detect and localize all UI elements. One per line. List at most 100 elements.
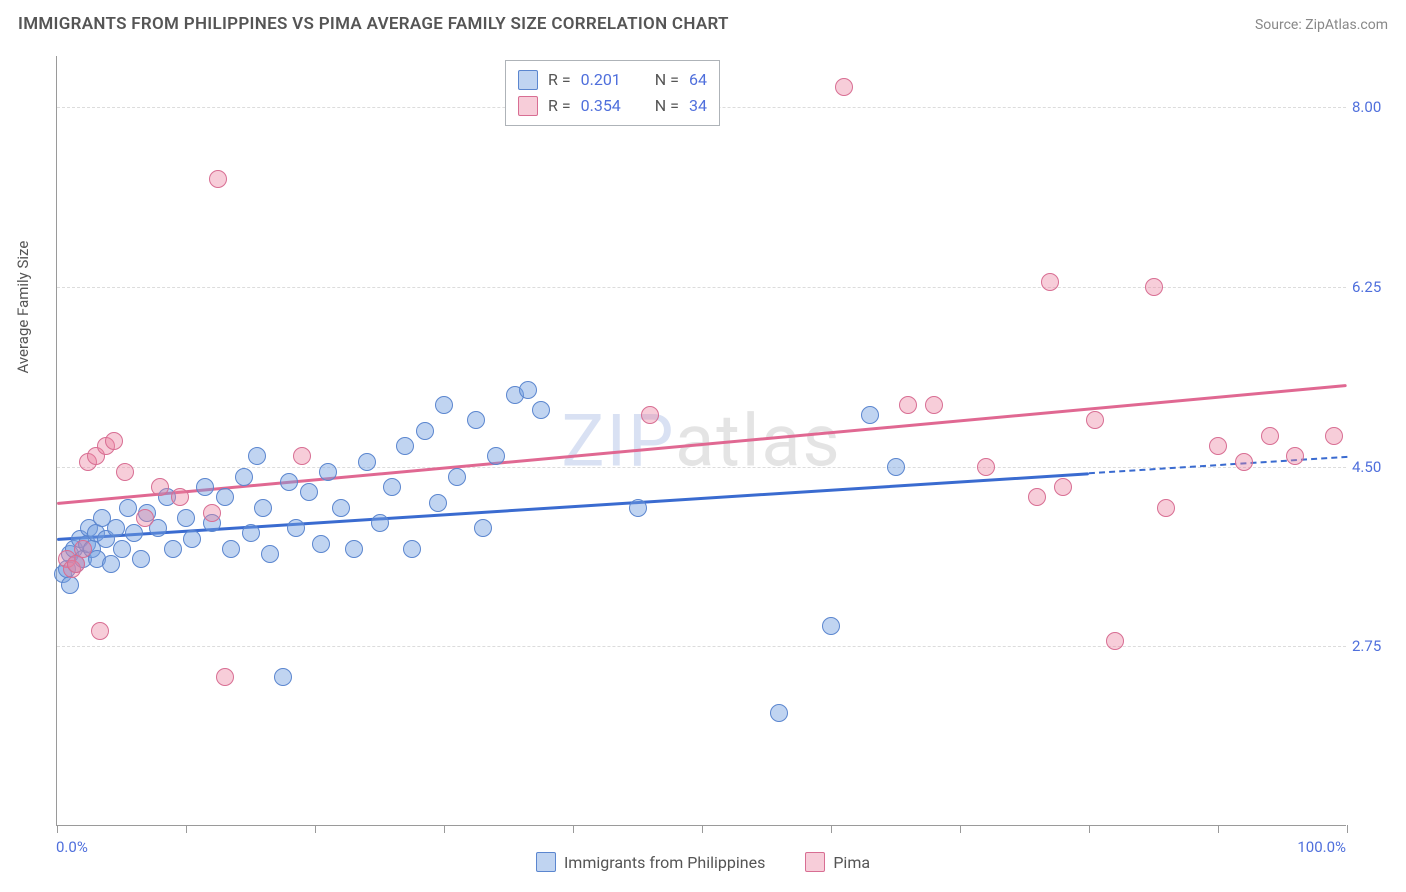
legend-r-value: 0.201 (581, 67, 621, 93)
legend-series-item-philippines: Immigrants from Philippines (536, 852, 765, 872)
legend-stats-box: R = 0.201 N = 64 R = 0.354 N = 34 (505, 60, 720, 126)
data-point-pima (1325, 427, 1343, 445)
data-point-philippines (125, 524, 143, 542)
data-point-philippines (416, 422, 434, 440)
data-point-philippines (119, 499, 137, 517)
source-name: ZipAtlas.com (1305, 17, 1388, 33)
legend-n-prefix: N = (655, 67, 679, 93)
x-tick (1218, 825, 1219, 833)
x-tick (960, 825, 961, 833)
y-tick-label: 6.25 (1352, 278, 1396, 296)
data-point-philippines (822, 617, 840, 635)
data-point-pima (216, 668, 234, 686)
legend-swatch (518, 70, 538, 90)
data-point-philippines (261, 545, 279, 563)
data-point-pima (1041, 273, 1059, 291)
data-point-philippines (429, 494, 447, 512)
legend-n-value: 64 (689, 67, 707, 93)
legend-swatch (536, 852, 556, 872)
data-point-philippines (248, 447, 266, 465)
data-point-philippines (164, 540, 182, 558)
data-point-philippines (467, 411, 485, 429)
data-point-philippines (887, 458, 905, 476)
legend-swatch (518, 96, 538, 116)
data-point-philippines (345, 540, 363, 558)
trend-line-dashed (1089, 455, 1347, 473)
data-point-philippines (61, 576, 79, 594)
chart-root: IMMIGRANTS FROM PHILIPPINES VS PIMA AVER… (0, 0, 1406, 892)
source-attribution: Source: ZipAtlas.com (1255, 17, 1388, 33)
watermark: ZIPatlas (561, 398, 841, 483)
y-tick-label: 8.00 (1352, 98, 1396, 116)
data-point-philippines (487, 447, 505, 465)
data-point-pima (1286, 447, 1304, 465)
source-label: Source: (1255, 17, 1302, 33)
data-point-philippines (861, 406, 879, 424)
data-point-philippines (435, 396, 453, 414)
data-point-philippines (629, 499, 647, 517)
x-tick (831, 825, 832, 833)
data-point-philippines (102, 555, 120, 573)
data-point-philippines (358, 453, 376, 471)
data-point-pima (91, 622, 109, 640)
data-point-pima (116, 463, 134, 481)
data-point-philippines (519, 381, 537, 399)
data-point-pima (1145, 278, 1163, 296)
legend-n-prefix: N = (655, 93, 679, 119)
data-point-philippines (770, 704, 788, 722)
data-point-pima (1261, 427, 1279, 445)
data-point-philippines (312, 535, 330, 553)
x-tick (57, 825, 58, 833)
data-point-pima (293, 447, 311, 465)
data-point-pima (151, 478, 169, 496)
data-point-pima (74, 540, 92, 558)
data-point-philippines (532, 401, 550, 419)
x-tick (573, 825, 574, 833)
data-point-pima (203, 504, 221, 522)
data-point-philippines (216, 488, 234, 506)
data-point-philippines (177, 509, 195, 527)
y-tick-label: 4.50 (1352, 458, 1396, 476)
x-tick (702, 825, 703, 833)
legend-n-value: 34 (689, 93, 707, 119)
data-point-philippines (242, 524, 260, 542)
data-point-pima (209, 170, 227, 188)
data-point-philippines (235, 468, 253, 486)
x-tick (1347, 825, 1348, 833)
y-tick-label: 2.75 (1352, 637, 1396, 655)
legend-r-prefix: R = (548, 93, 571, 119)
x-tick (186, 825, 187, 833)
data-point-philippines (287, 519, 305, 537)
watermark-part-b: atlas (675, 398, 842, 483)
data-point-pima (1235, 453, 1253, 471)
y-axis-title: Average Family Size (14, 241, 32, 374)
data-point-philippines (332, 499, 350, 517)
data-point-pima (1054, 478, 1072, 496)
data-point-pima (899, 396, 917, 414)
data-point-philippines (113, 540, 131, 558)
x-tick (315, 825, 316, 833)
data-point-pima (977, 458, 995, 476)
trend-line-solid (57, 383, 1347, 504)
data-point-pima (1106, 632, 1124, 650)
data-point-philippines (319, 463, 337, 481)
legend-series: Immigrants from Philippines Pima (0, 852, 1406, 872)
legend-series-item-pima: Pima (805, 852, 870, 872)
legend-stats-row-pima: R = 0.354 N = 34 (518, 93, 707, 119)
data-point-philippines (132, 550, 150, 568)
legend-stats-row-philippines: R = 0.201 N = 64 (518, 67, 707, 93)
x-tick (444, 825, 445, 833)
data-point-philippines (222, 540, 240, 558)
chart-title: IMMIGRANTS FROM PHILIPPINES VS PIMA AVER… (18, 14, 729, 34)
legend-r-prefix: R = (548, 67, 571, 93)
legend-swatch (805, 852, 825, 872)
legend-series-name: Immigrants from Philippines (564, 853, 765, 872)
data-point-philippines (196, 478, 214, 496)
data-point-philippines (474, 519, 492, 537)
trend-line-pima (57, 385, 1347, 503)
data-point-pima (925, 396, 943, 414)
legend-r-value: 0.354 (581, 93, 621, 119)
data-point-pima (835, 78, 853, 96)
header: IMMIGRANTS FROM PHILIPPINES VS PIMA AVER… (18, 14, 1388, 34)
data-point-philippines (403, 540, 421, 558)
